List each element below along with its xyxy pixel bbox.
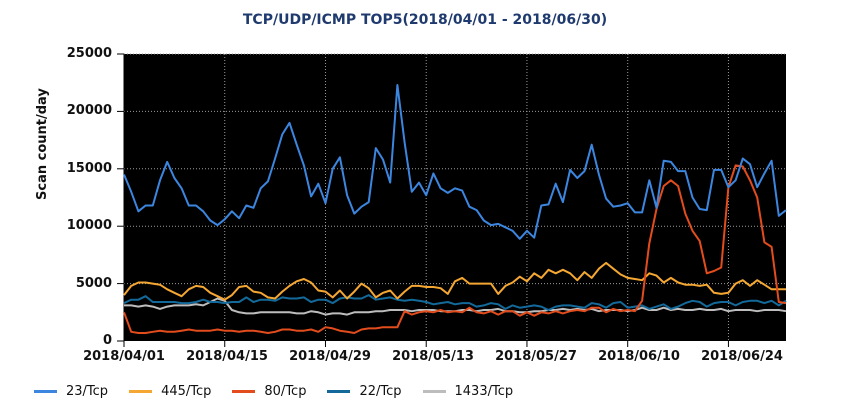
line-swatch-icon (232, 390, 256, 393)
y-tick-10000: 10000 (66, 218, 112, 233)
series-line-80-tcp (123, 164, 787, 334)
legend-label: 1433/Tcp (454, 384, 514, 399)
legend-label: 445/Tcp (161, 384, 212, 399)
legend: 23/Tcp 445/Tcp 80/Tcp 22/Tcp 1433/Tcp (34, 384, 534, 399)
y-tick-5000: 5000 (75, 276, 112, 291)
x-tick-0415: 2018/04/15 (186, 349, 268, 364)
y-tick-15000: 15000 (66, 161, 112, 176)
legend-item-1433-tcp[interactable]: 1433/Tcp (422, 384, 514, 399)
y-tick-0: 0 (102, 333, 112, 348)
x-tick-0429: 2018/04/29 (289, 349, 371, 364)
legend-item-22-tcp[interactable]: 22/Tcp (327, 384, 402, 399)
line-swatch-icon (34, 390, 57, 393)
legend-label: 23/Tcp (66, 384, 109, 399)
series-line-22-tcp (123, 294, 787, 311)
y-tick-25000: 25000 (66, 46, 112, 61)
legend-item-80-tcp[interactable]: 80/Tcp (232, 384, 306, 399)
x-tick-0624: 2018/06/24 (701, 349, 783, 364)
line-swatch-icon (129, 390, 153, 393)
chart-title: TCP/UDP/ICMP TOP5(2018/04/01 - 2018/06/3… (242, 12, 608, 28)
x-tick-0527: 2018/05/27 (495, 349, 577, 364)
y-tick-20000: 20000 (66, 103, 112, 118)
legend-label: 22/Tcp (359, 384, 402, 399)
legend-item-445-tcp[interactable]: 445/Tcp (129, 384, 211, 399)
legend-item-23-tcp[interactable]: 23/Tcp (34, 384, 108, 399)
series-line-445-tcp (123, 261, 786, 301)
x-tick-0610: 2018/06/10 (598, 349, 680, 364)
x-tick-0513: 2018/05/13 (392, 349, 474, 364)
x-tick-0401: 2018/04/01 (83, 349, 165, 364)
line-swatch-icon (327, 390, 351, 393)
legend-label: 80/Tcp (264, 384, 307, 399)
series-line-23-tcp (123, 84, 787, 240)
line-swatch-icon (422, 390, 446, 393)
